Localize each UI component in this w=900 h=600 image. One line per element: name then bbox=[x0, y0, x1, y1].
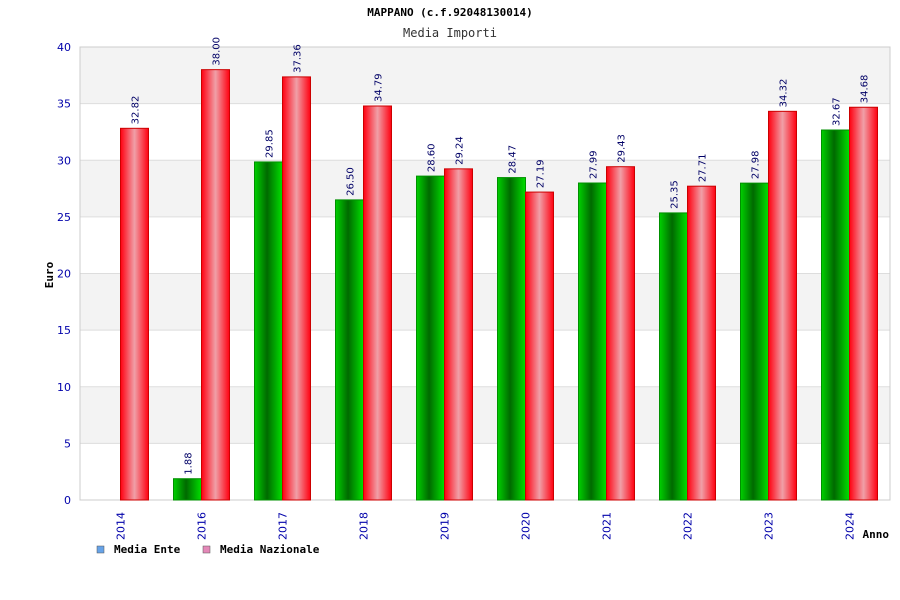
bar-media-nazionale-2017 bbox=[282, 76, 311, 501]
value-label: 29.43 bbox=[617, 134, 628, 163]
legend-label-media-nazionale: Media Nazionale bbox=[220, 543, 320, 556]
x-tick-label: 2017 bbox=[277, 512, 290, 540]
value-label: 27.19 bbox=[536, 159, 547, 188]
y-tick-label: 10 bbox=[57, 381, 71, 394]
bar-media-nazionale-2024 bbox=[849, 106, 878, 501]
value-label: 25.35 bbox=[670, 180, 681, 209]
x-axis-ticks: 2014 2016 2017 2018 2019 2020 2021 2022 2023 2024 bbox=[115, 512, 857, 540]
x-tick-label: 2023 bbox=[763, 512, 776, 540]
value-label: 38.00 bbox=[212, 37, 223, 66]
value-label: 27.71 bbox=[698, 154, 709, 183]
y-tick-label: 35 bbox=[57, 98, 71, 111]
bar-media-nazionale-2021 bbox=[606, 166, 635, 501]
x-tick-label: 2022 bbox=[682, 512, 695, 540]
x-tick-label: 2018 bbox=[358, 512, 371, 540]
bar-media-ente-2017 bbox=[254, 161, 283, 501]
bar-media-ente-2016 bbox=[173, 478, 202, 501]
x-tick-label: 2020 bbox=[520, 512, 533, 540]
bar-media-nazionale-2018 bbox=[363, 105, 392, 501]
bar-media-nazionale-2014 bbox=[120, 127, 149, 501]
bar-media-ente-2020 bbox=[497, 177, 526, 501]
value-label: 1.88 bbox=[184, 452, 195, 474]
legend-swatch-media-nazionale bbox=[202, 545, 211, 554]
x-tick-label: 2021 bbox=[601, 512, 614, 540]
bar-media-ente-2024 bbox=[821, 129, 850, 501]
y-tick-label: 40 bbox=[57, 41, 71, 54]
y-tick-label: 30 bbox=[57, 154, 71, 167]
value-label: 34.32 bbox=[779, 79, 790, 108]
value-label: 28.47 bbox=[508, 145, 519, 174]
x-tick-label: 2016 bbox=[196, 512, 209, 540]
bar-media-ente-2022 bbox=[659, 212, 688, 501]
y-tick-label: 0 bbox=[64, 494, 71, 507]
bar-media-nazionale-2022 bbox=[687, 185, 716, 501]
bar-media-ente-2018 bbox=[335, 199, 364, 501]
y-tick-label: 5 bbox=[64, 437, 71, 450]
chart-subtitle: Media Importi bbox=[403, 26, 497, 40]
value-label: 32.82 bbox=[131, 96, 142, 125]
bars bbox=[120, 69, 878, 501]
value-label: 34.79 bbox=[374, 73, 385, 102]
value-label: 27.98 bbox=[751, 150, 762, 179]
x-tick-label: 2014 bbox=[115, 512, 128, 540]
bar-media-ente-2019 bbox=[416, 175, 445, 501]
value-label: 34.68 bbox=[860, 75, 871, 104]
x-axis-label: Anno bbox=[863, 528, 890, 541]
legend: Media Ente Media Nazionale bbox=[96, 543, 320, 556]
bar-media-ente-2023 bbox=[740, 182, 769, 501]
value-label: 29.24 bbox=[455, 136, 466, 165]
y-tick-label: 15 bbox=[57, 324, 71, 337]
y-axis-ticks: 0 5 10 15 20 25 30 35 40 bbox=[57, 41, 71, 507]
bar-media-ente-2021 bbox=[578, 182, 607, 501]
bar-media-nazionale-2016 bbox=[201, 69, 230, 501]
value-label: 32.67 bbox=[832, 97, 843, 126]
bar-media-nazionale-2020 bbox=[525, 191, 554, 501]
plot-border bbox=[79, 46, 891, 501]
y-axis-label: Euro bbox=[43, 261, 56, 288]
y-tick-label: 20 bbox=[57, 268, 71, 281]
value-label: 29.85 bbox=[265, 129, 276, 158]
value-label: 28.60 bbox=[427, 143, 438, 172]
value-label: 27.99 bbox=[589, 150, 600, 179]
chart-title: MAPPANO (c.f.92048130014) bbox=[367, 6, 533, 19]
x-tick-label: 2019 bbox=[439, 512, 452, 540]
legend-swatch-media-ente bbox=[96, 545, 105, 554]
x-tick-label: 2024 bbox=[844, 512, 857, 540]
bar-media-nazionale-2019 bbox=[444, 168, 473, 501]
y-tick-label: 25 bbox=[57, 211, 71, 224]
value-labels: 32.82 1.88 38.00 29.85 37.36 26.50 34.79 28.60 2… bbox=[131, 37, 871, 475]
value-label: 37.36 bbox=[293, 44, 304, 73]
bar-media-nazionale-2023 bbox=[768, 110, 797, 501]
legend-label-media-ente: Media Ente bbox=[114, 543, 181, 556]
value-label: 26.50 bbox=[346, 167, 357, 196]
